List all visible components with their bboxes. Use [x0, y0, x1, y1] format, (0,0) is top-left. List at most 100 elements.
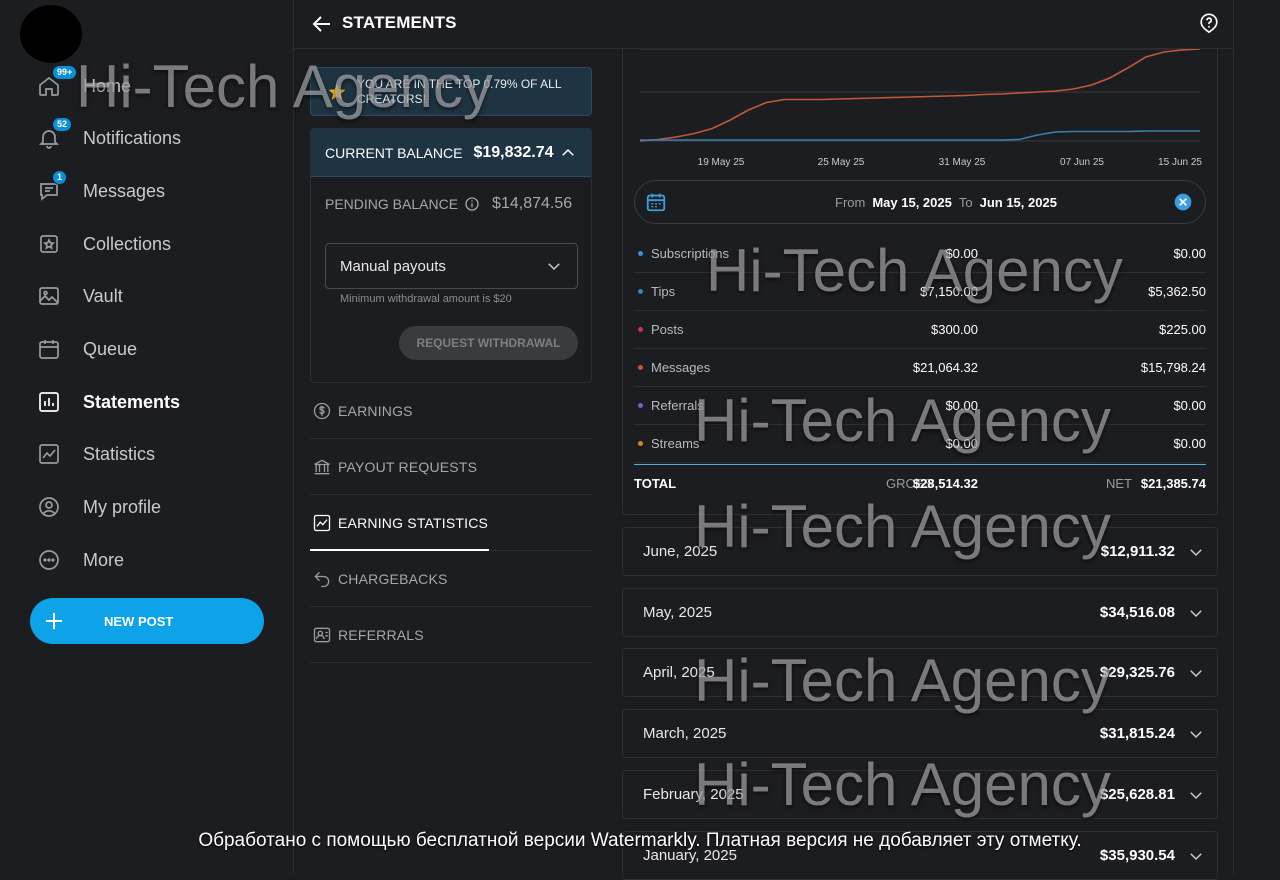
nav-item-my-profile[interactable]: My profile	[36, 487, 161, 527]
month-statement-row[interactable]: May, 2025 $34,516.08	[622, 588, 1218, 637]
series-dot	[638, 327, 643, 332]
menu-item-earnings[interactable]: EARNINGS	[310, 383, 592, 439]
month-label: January, 2025	[643, 847, 737, 864]
nav-item-label: Vault	[83, 285, 123, 306]
month-statement-row[interactable]: April, 2025 $29,325.76	[622, 648, 1218, 697]
breakdown-gross: $0.00	[945, 246, 978, 261]
request-withdrawal-button[interactable]: REQUEST WITHDRAWAL	[399, 326, 578, 360]
nav-item-label: My profile	[83, 496, 162, 517]
x-tick-label: 19 May 25	[698, 157, 745, 168]
breakdown-row-posts: Posts $300.00 $225.00	[634, 311, 1206, 349]
month-total: $34,516.08	[1099, 604, 1175, 621]
chevron-down-icon[interactable]	[1187, 604, 1205, 622]
current-balance-header[interactable]: CURRENT BALANCE $19,832.74	[311, 129, 591, 177]
to-date[interactable]: Jun 15, 2025	[979, 194, 1057, 210]
minimum-withdrawal-note: Minimum withdrawal amount is $20	[340, 293, 512, 305]
chevron-down-icon[interactable]	[1187, 664, 1205, 682]
nav-item-collections[interactable]: Collections	[36, 224, 171, 264]
month-statement-row[interactable]: January, 2025 $35,930.54	[622, 831, 1218, 880]
current-balance-label: CURRENT BALANCE	[325, 144, 463, 161]
nav-item-label: Home	[83, 75, 132, 96]
menu-item-label: EARNINGS	[338, 402, 413, 419]
month-statement-row[interactable]: March, 2025 $31,815.24	[622, 709, 1218, 758]
chevron-up-icon[interactable]	[559, 144, 577, 162]
series-dot	[638, 289, 643, 294]
menu-item-earning-statistics[interactable]: EARNING STATISTICS	[310, 495, 592, 551]
breakdown-gross: $300.00	[931, 322, 978, 337]
breakdown-net: $225.00	[1159, 322, 1206, 337]
month-statement-row[interactable]: February, 2025 $25,628.81	[622, 770, 1218, 819]
month-label: June, 2025	[643, 543, 718, 560]
chevron-down-icon	[548, 263, 560, 271]
new-post-button[interactable]: NEW POST	[30, 598, 264, 644]
breakdown-name: Subscriptions	[651, 246, 730, 261]
month-total: $25,628.81	[1099, 786, 1175, 803]
info-icon[interactable]	[464, 196, 480, 212]
balance-card: CURRENT BALANCE $19,832.74 PENDING BALAN…	[310, 128, 592, 383]
nav-item-vault[interactable]: Vault	[36, 276, 123, 316]
active-tab-indicator	[310, 549, 489, 551]
nav-item-statistics[interactable]: Statistics	[36, 434, 155, 474]
net-label: NET	[1106, 476, 1132, 491]
chat-icon: 1	[36, 170, 68, 204]
series-dot	[638, 441, 643, 446]
breakdown-name: Streams	[651, 436, 700, 451]
nav-item-messages[interactable]: 1 Messages	[36, 170, 165, 211]
month-label: May, 2025	[643, 604, 712, 621]
trend-icon	[36, 441, 62, 467]
menu-item-label: REFERRALS	[338, 626, 424, 643]
breakdown-row-streams: Streams $0.00 $0.00	[634, 425, 1206, 463]
right-divider	[1233, 0, 1234, 874]
breakdown-row-messages: Messages $21,064.32 $15,798.24	[634, 349, 1206, 387]
date-range-filter[interactable]: From May 15, 2025 To Jun 15, 2025	[634, 180, 1206, 224]
breakdown-net: $0.00	[1173, 436, 1206, 451]
back-arrow-icon[interactable]	[310, 12, 334, 36]
nav-item-statements[interactable]: Statements	[36, 382, 180, 422]
image-icon	[36, 283, 62, 309]
nav-item-label: Queue	[83, 338, 138, 359]
menu-item-referrals[interactable]: REFERRALS	[310, 607, 592, 663]
dollar-icon	[312, 401, 332, 421]
month-total: $12,911.32	[1100, 543, 1175, 560]
chevron-down-icon[interactable]	[1187, 786, 1205, 804]
nav-item-queue[interactable]: Queue	[36, 329, 137, 369]
bank-icon	[312, 457, 332, 477]
chart-series-line-1	[640, 130, 1200, 141]
left-navigation: 99+ Home 52 Notifications 1 Messages Collectio…	[0, 0, 294, 874]
from-date[interactable]: May 15, 2025	[872, 194, 952, 210]
breakdown-gross: $7,150.00	[920, 284, 978, 299]
collections-icon	[36, 231, 62, 257]
clear-date-icon[interactable]	[1173, 192, 1193, 212]
calendar-icon[interactable]	[645, 191, 667, 213]
breakdown-net: $0.00	[1173, 246, 1206, 261]
more-icon	[36, 547, 62, 573]
nav-item-notifications[interactable]: 52 Notifications	[36, 117, 181, 158]
breakdown-gross: $0.00	[945, 436, 978, 451]
earnings-chart: 19 May 25 25 May 25 31 May 25 07 Jun 25 15 J…	[622, 48, 1218, 174]
month-total: $31,815.24	[1099, 725, 1175, 742]
chevron-down-icon[interactable]	[1187, 847, 1205, 865]
menu-item-chargebacks[interactable]: CHARGEBACKS	[310, 551, 592, 607]
payout-method-select[interactable]: Manual payouts	[325, 243, 578, 289]
breakdown-net: $5,362.50	[1148, 284, 1206, 299]
nav-item-more[interactable]: More	[36, 540, 124, 580]
series-dot	[638, 251, 643, 256]
notification-badge: 99+	[52, 65, 78, 80]
nav-item-home[interactable]: 99+ Home	[36, 65, 132, 106]
new-post-label: NEW POST	[104, 613, 174, 629]
page-title: STATEMENTS	[342, 13, 457, 32]
x-tick-label: 25 May 25	[818, 157, 865, 168]
menu-item-label: CHARGEBACKS	[338, 570, 448, 587]
month-statement-row[interactable]: June, 2025 $12,911.32	[622, 527, 1218, 576]
gross-total: $28,514.32	[912, 476, 978, 491]
menu-item-label: PAYOUT REQUESTS	[338, 458, 478, 475]
notification-badge: 52	[52, 117, 73, 132]
menu-item-payout-requests[interactable]: PAYOUT REQUESTS	[310, 439, 592, 495]
x-tick-label: 31 May 25	[939, 157, 986, 168]
chevron-down-icon[interactable]	[1187, 725, 1205, 743]
chevron-down-icon[interactable]	[1187, 543, 1205, 561]
avatar[interactable]	[20, 5, 82, 63]
total-label: TOTAL	[634, 476, 677, 491]
help-icon[interactable]	[1198, 12, 1220, 34]
nav-item-label: Collections	[83, 233, 172, 254]
